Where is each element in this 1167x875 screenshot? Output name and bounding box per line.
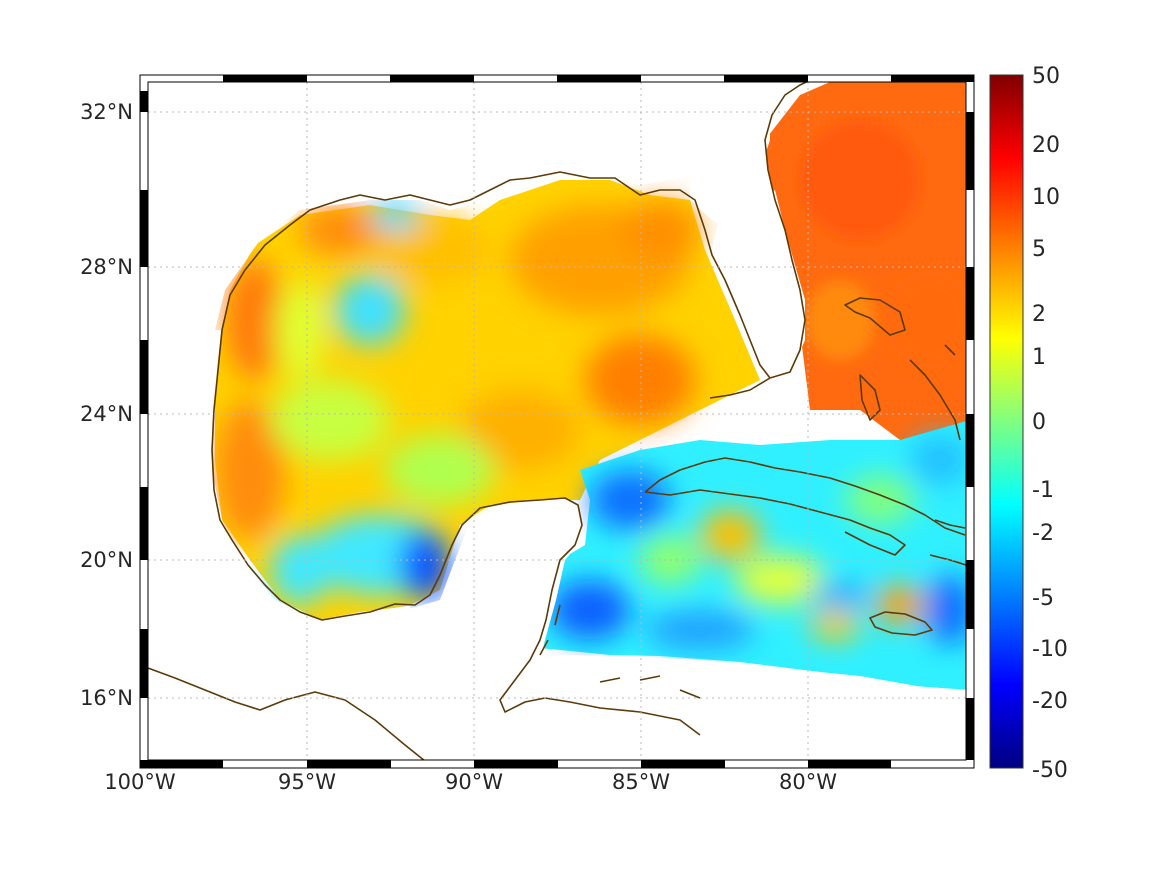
anomaly-field bbox=[148, 82, 966, 760]
lon-tick-labels: 100°W 95°W 90°W 85°W 80°W bbox=[104, 770, 837, 794]
gulf-blue-bay bbox=[400, 530, 450, 600]
gulf-warm-south bbox=[460, 390, 580, 470]
gulf-warm-ne bbox=[620, 200, 700, 260]
colorbar-label-2: 2 bbox=[1032, 302, 1046, 327]
atlantic-warm-1 bbox=[800, 120, 920, 240]
colorbar-label-20: 20 bbox=[1032, 133, 1060, 158]
gulf-cool-patch-1 bbox=[335, 275, 405, 345]
gulf-warm-nw bbox=[300, 205, 380, 255]
land-central-america bbox=[380, 655, 966, 760]
gulf-warm-sw bbox=[215, 400, 285, 540]
coastline-cuba bbox=[644, 457, 966, 556]
coastline-yucatan-channel bbox=[599, 675, 701, 699]
gulf-greenish-2 bbox=[385, 435, 495, 505]
colorbar-label-10: 10 bbox=[1032, 185, 1060, 210]
gulf-green-west bbox=[275, 280, 325, 380]
caribbean-blue-south bbox=[645, 610, 755, 650]
colorbar-label-minus-50: -50 bbox=[1032, 758, 1068, 783]
lon-tick-90w: 90°W bbox=[445, 770, 503, 794]
land-us-coast bbox=[148, 82, 760, 330]
caribbean-warm-2 bbox=[735, 555, 825, 605]
lat-tick-28n: 28°N bbox=[80, 255, 133, 279]
atlantic-warm-2 bbox=[885, 270, 966, 370]
gulf-cool-patch-2 bbox=[370, 200, 420, 230]
coastline-bahamas bbox=[844, 297, 961, 441]
lat-tick-20n: 20°N bbox=[80, 548, 133, 572]
coastline-florida-east bbox=[764, 82, 809, 379]
gulf-greenish-1 bbox=[270, 380, 390, 460]
caribbean-blue-nw bbox=[590, 470, 670, 530]
land-mexico-west bbox=[148, 330, 430, 760]
colorbar-label-0: 0 bbox=[1032, 410, 1046, 435]
coastline-gulf-north bbox=[221, 171, 771, 379]
coastline-florida-keys bbox=[709, 377, 771, 399]
lat-tick-32n: 32°N bbox=[80, 100, 133, 124]
lon-tick-80w: 80°W bbox=[779, 770, 837, 794]
colorbar-gradient bbox=[989, 74, 1024, 769]
colorbar-label-minus-10: -10 bbox=[1032, 637, 1068, 662]
caribbean-warm-4 bbox=[810, 610, 860, 640]
map-frame bbox=[139, 74, 975, 769]
lat-tick-24n: 24°N bbox=[80, 402, 133, 426]
caribbean-blue-mid bbox=[810, 583, 870, 607]
land-yucatan bbox=[405, 498, 582, 700]
caribbean-warm-3 bbox=[875, 585, 925, 625]
coastlines bbox=[148, 82, 966, 760]
colorbar-label-minus-2: -2 bbox=[1032, 521, 1054, 546]
colorbar-label-minus-1: -1 bbox=[1032, 478, 1054, 503]
lon-tick-85w: 85°W bbox=[612, 770, 670, 794]
caribbean-blue-east bbox=[925, 575, 966, 645]
lat-tick-16n: 16°N bbox=[80, 686, 133, 710]
colorbar-label-minus-5: -5 bbox=[1032, 586, 1054, 611]
caribbean-blue-west bbox=[550, 580, 630, 640]
lon-tick-95w: 95°W bbox=[278, 770, 336, 794]
lon-tick-100w: 100°W bbox=[104, 770, 176, 794]
colorbar-label-1: 1 bbox=[1032, 345, 1046, 370]
gulf-warm-center bbox=[585, 335, 695, 425]
coastline-central-america-pacific bbox=[148, 667, 426, 760]
gulf-cool-sw bbox=[270, 535, 330, 605]
caribbean-field-base bbox=[540, 421, 966, 690]
lat-tick-labels: 32°N 28°N 24°N 20°N 16°N bbox=[80, 100, 133, 710]
caribbean-green-2 bbox=[845, 475, 915, 525]
caribbean-blue-ne bbox=[910, 435, 966, 485]
gulf-warm-west bbox=[225, 260, 285, 380]
colorbar: 50 20 10 5 2 1 0 -1 -2 -5 -10 -20 -50 bbox=[989, 64, 1068, 783]
coastline-hispaniola bbox=[929, 519, 966, 566]
coastline-jamaica bbox=[869, 611, 933, 636]
grid-lines bbox=[148, 82, 966, 760]
colorbar-label-5: 5 bbox=[1032, 237, 1046, 262]
colorbar-label-minus-20: -20 bbox=[1032, 689, 1068, 714]
coastline-mexico-west bbox=[211, 329, 701, 736]
caribbean-warm-1 bbox=[700, 510, 760, 560]
atlantic-orange-3 bbox=[805, 280, 875, 360]
colorbar-label-50: 50 bbox=[1032, 64, 1060, 89]
coastline-cancun-islands bbox=[539, 604, 561, 656]
